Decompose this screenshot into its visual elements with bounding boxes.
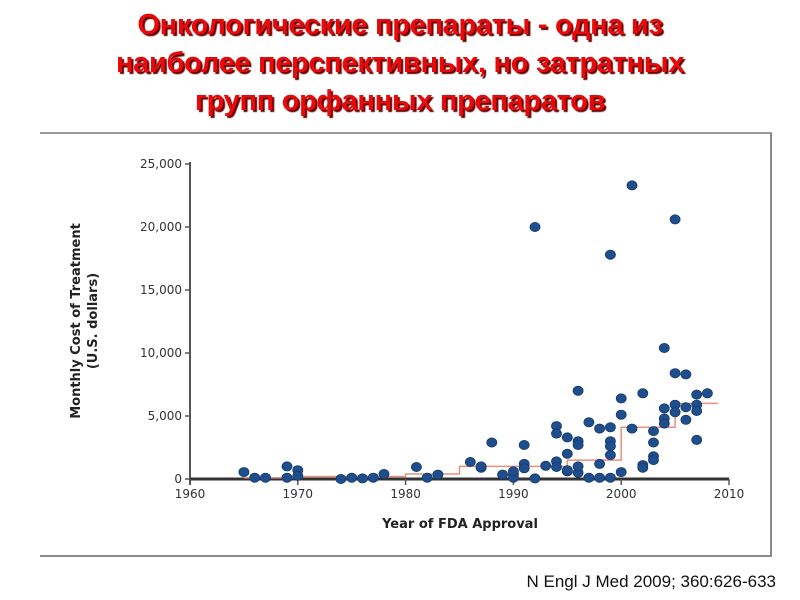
data-point	[551, 428, 562, 439]
data-point	[486, 437, 498, 448]
y-axis-title-line-2: (U.S. dollars)	[86, 273, 101, 369]
slide-title-line-3: групп орфанных препаратов	[194, 85, 606, 117]
data-point	[605, 472, 616, 483]
data-point	[626, 423, 638, 434]
y-tick-label: 0	[174, 472, 182, 486]
data-point	[615, 409, 627, 420]
data-point	[497, 469, 509, 480]
data-point	[637, 462, 649, 473]
data-point	[615, 467, 627, 478]
x-axis-title: Year of FDA Approval	[381, 517, 538, 532]
data-point	[658, 418, 670, 429]
data-point	[669, 368, 681, 379]
data-point	[529, 221, 541, 232]
data-point	[605, 422, 616, 433]
data-point	[605, 450, 616, 461]
y-tick-label: 10,000	[140, 346, 182, 360]
data-point	[281, 461, 293, 472]
slide-title-line-1: Онкологические препараты - одна из	[137, 9, 663, 41]
x-tick-label: 2010	[714, 487, 745, 501]
data-point	[669, 407, 681, 418]
data-point	[561, 432, 573, 443]
data-point	[691, 389, 703, 400]
x-axis: 1960 1970 1980 1990 2000 2010	[175, 477, 745, 501]
data-point	[680, 369, 692, 380]
data-point	[260, 472, 271, 483]
data-point	[594, 458, 605, 469]
data-point	[238, 467, 250, 478]
data-point	[367, 472, 379, 483]
x-tick-label: 1980	[390, 487, 421, 501]
data-point	[648, 455, 659, 466]
data-point	[669, 214, 681, 225]
y-axis-title-line-1: Monthly Cost of Treatment	[69, 223, 84, 419]
y-tick-label: 5,000	[148, 409, 182, 423]
data-point	[572, 439, 584, 450]
y-axis: 0 5,000 10,000 15,000 20,000 25,000	[140, 157, 191, 486]
data-point	[626, 180, 638, 191]
data-point	[702, 388, 713, 399]
data-point	[432, 469, 444, 480]
x-tick-label: 2000	[606, 487, 637, 501]
data-point	[518, 463, 530, 474]
citation: N Engl J Med 2009; 360:626-633	[526, 572, 776, 591]
data-point	[691, 434, 703, 445]
data-point	[648, 437, 659, 448]
data-point	[249, 472, 261, 483]
data-point	[410, 461, 422, 472]
x-tick-label: 1990	[498, 487, 529, 501]
data-point	[594, 472, 605, 483]
data-point	[615, 393, 627, 404]
data-point	[561, 448, 573, 459]
x-tick-label: 1960	[175, 487, 206, 501]
data-point	[583, 472, 595, 483]
y-tick-label: 25,000	[140, 157, 182, 171]
data-point	[572, 461, 584, 472]
data-point	[691, 405, 703, 416]
data-point	[508, 466, 519, 477]
x-tick-label: 1970	[283, 487, 314, 501]
data-point	[680, 402, 692, 413]
chart-frame	[40, 132, 772, 557]
data-point	[561, 465, 573, 476]
data-point	[680, 414, 692, 425]
data-point	[529, 473, 541, 484]
slide-title-line-2: наиболее перспективных, но затратных	[115, 47, 685, 79]
data-point	[281, 472, 293, 483]
data-points	[238, 180, 713, 484]
data-point	[421, 472, 433, 483]
data-point	[357, 473, 368, 484]
data-point	[475, 461, 487, 472]
data-point	[518, 439, 530, 450]
data-point	[292, 470, 304, 481]
data-point	[605, 441, 616, 452]
data-point	[658, 403, 670, 414]
data-point	[658, 342, 670, 353]
slide-title: Онкологические препараты - одна из наибо…	[0, 6, 800, 120]
data-point	[605, 249, 616, 260]
data-point	[594, 423, 605, 434]
data-point	[335, 473, 347, 484]
data-point	[540, 460, 552, 471]
y-axis-title: Monthly Cost of Treatment (U.S. dollars)	[69, 223, 101, 419]
data-point	[346, 472, 358, 483]
data-point	[378, 468, 390, 479]
data-point	[583, 417, 595, 428]
data-point	[637, 388, 649, 399]
y-tick-label: 15,000	[140, 283, 182, 297]
data-point	[551, 461, 562, 472]
y-tick-label: 20,000	[140, 220, 182, 234]
data-point	[572, 385, 584, 396]
data-point	[648, 426, 659, 437]
data-point	[464, 456, 476, 467]
